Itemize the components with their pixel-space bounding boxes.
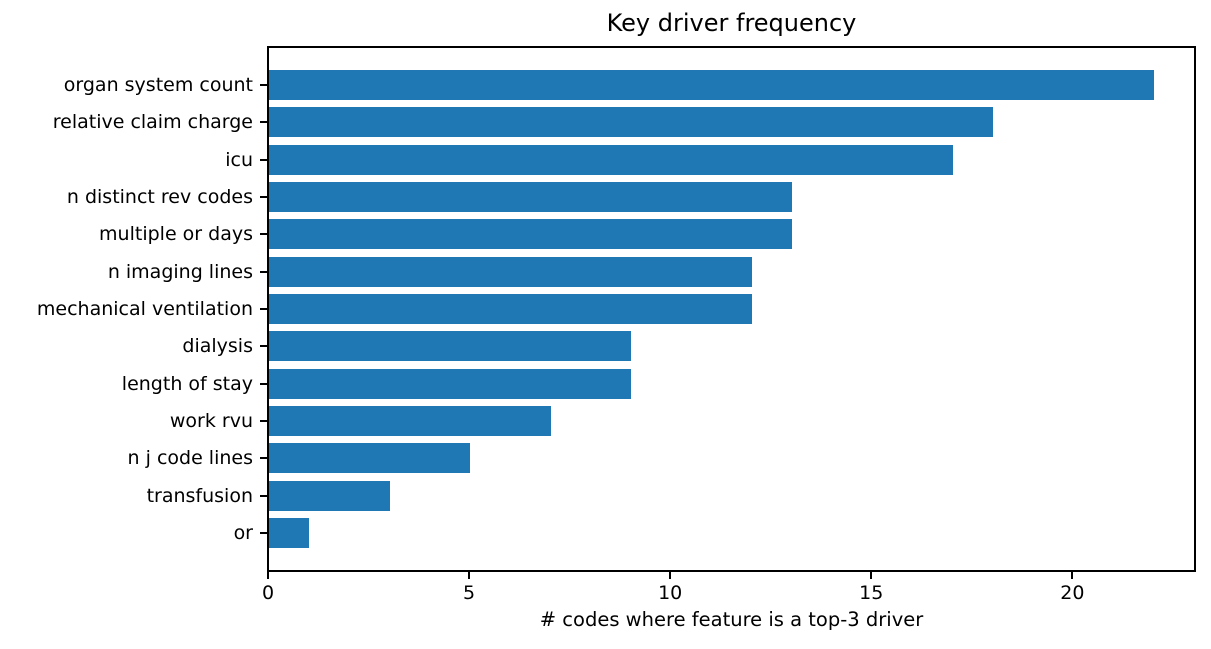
y-tick-label: n imaging lines xyxy=(107,260,253,283)
x-tick-mark xyxy=(669,572,672,579)
y-tick-mark xyxy=(260,158,267,161)
bar xyxy=(269,443,471,474)
x-tick-label: 10 xyxy=(658,582,683,604)
y-tick-label: length of stay xyxy=(121,372,253,395)
bar xyxy=(269,219,792,250)
y-tick-mark xyxy=(260,195,267,198)
plot-area xyxy=(267,46,1196,572)
y-tick-mark xyxy=(260,532,267,535)
x-tick-mark xyxy=(1071,572,1074,579)
x-tick-label: 5 xyxy=(463,582,476,604)
x-tick-mark xyxy=(267,572,269,579)
y-tick-mark xyxy=(260,345,267,348)
y-tick-label: work rvu xyxy=(169,410,253,433)
x-tick-label: 15 xyxy=(859,582,884,604)
y-tick-mark xyxy=(260,270,267,273)
bar xyxy=(269,294,752,324)
y-tick-mark xyxy=(260,382,267,385)
bar xyxy=(269,181,792,212)
bar xyxy=(269,256,752,287)
y-tick-label: organ system count xyxy=(63,73,253,96)
bar xyxy=(269,518,310,549)
y-tick-mark xyxy=(260,83,267,86)
y-tick-label: dialysis xyxy=(182,335,253,358)
x-tick-mark xyxy=(870,572,873,579)
bar xyxy=(269,331,631,362)
x-tick-label: 20 xyxy=(1060,582,1085,604)
y-tick-label: n j code lines xyxy=(127,447,253,470)
y-tick-mark xyxy=(260,494,267,497)
y-tick-label: relative claim charge xyxy=(52,111,253,134)
x-tick-label: 0 xyxy=(261,582,275,604)
y-tick-label: icu xyxy=(225,148,253,171)
y-tick-label: multiple or days xyxy=(99,223,253,246)
bar xyxy=(269,69,1154,100)
y-tick-mark xyxy=(260,420,267,423)
y-tick-mark xyxy=(260,233,267,236)
y-tick-mark xyxy=(260,308,267,310)
bar xyxy=(269,107,993,138)
x-tick-mark xyxy=(468,572,471,579)
bar xyxy=(269,144,953,175)
x-axis-label: # codes where feature is a top-3 driver xyxy=(539,608,924,631)
y-tick-mark xyxy=(260,457,267,460)
y-tick-label: transfusion xyxy=(146,484,253,507)
y-tick-label: mechanical ventilation xyxy=(36,298,253,320)
chart-title: Key driver frequency xyxy=(606,9,857,37)
bar xyxy=(269,480,390,511)
y-tick-mark xyxy=(260,121,267,124)
y-tick-label: n distinct rev codes xyxy=(66,185,253,208)
bar xyxy=(269,406,551,437)
y-tick-label: or xyxy=(233,522,253,545)
bar xyxy=(269,368,631,399)
